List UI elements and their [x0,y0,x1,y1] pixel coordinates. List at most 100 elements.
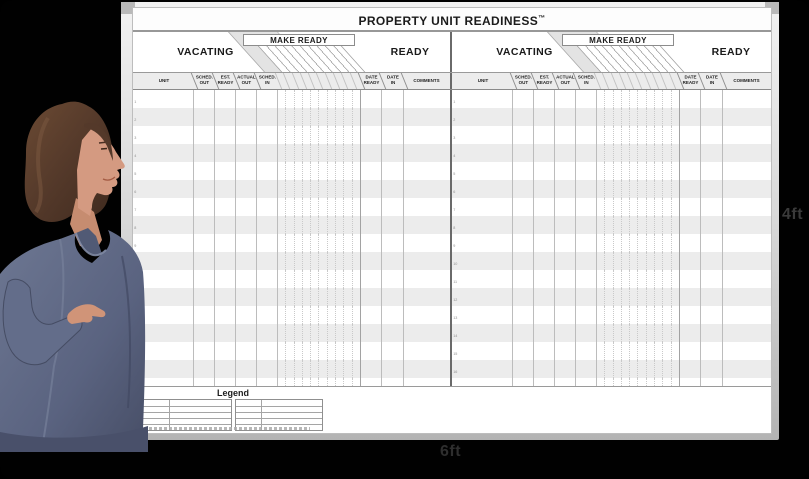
cell-make-ready-task [286,90,295,108]
cell-date-in [701,126,723,144]
colhead-label: DATE IN [387,76,400,86]
cell-est-ready [534,144,555,162]
cell-comments [723,108,771,126]
row-number: 15 [453,352,458,357]
cell-make-ready-task [311,144,320,162]
cell-sched-out [513,252,534,270]
cell-make-ready-task [311,342,320,360]
row-section: 9 [133,234,452,252]
legend-table [142,399,232,431]
cell-make-ready-task [328,306,337,324]
cell-make-ready-task [663,198,672,216]
cell-make-ready-task [663,360,672,378]
row-section: 15 [452,342,771,360]
cell-actual-out [236,234,257,252]
column-header-row: UNIT SCHED. OUT EST. READY ACTUAL OUT SCHED.… [133,72,771,90]
cell-comments [404,198,450,216]
cell-make-ready-task [328,288,337,306]
cell-make-ready-task [614,342,622,360]
cell-make-ready-task [672,342,680,360]
row-number: 3 [134,136,137,141]
row-section: 15 [133,342,452,360]
cell-make-ready-task [622,288,631,306]
header-band: VACATING MAKE READY READY VACATING MAKE … [133,32,771,72]
cell-make-ready-task [353,198,361,216]
cell-make-ready-task [663,342,672,360]
cell-make-ready-task [353,360,361,378]
cell-make-ready-task [614,270,622,288]
cell-make-ready-task [605,306,614,324]
colhead-sched-out: SCHED. OUT [194,73,215,89]
cell-make-ready-task [303,324,312,342]
trademark-symbol: ™ [538,15,546,22]
cell-date-in [701,108,723,126]
cell-make-ready-task [647,162,656,180]
cell-make-ready-task [672,324,680,342]
cell-make-ready-task [319,90,328,108]
cell-make-ready-task [295,90,303,108]
cell-make-ready-task [663,306,672,324]
row-section: 13 [452,306,771,324]
cell-make-ready-task [655,360,664,378]
cell-sched-out [194,270,215,288]
cell-actual-out [555,342,576,360]
cell-make-ready-task [295,234,303,252]
cell-make-ready-task [344,306,353,324]
cell-date-in [382,360,404,378]
cell-est-ready [215,162,236,180]
cell-make-ready-task [614,90,622,108]
cell-make-ready-task [328,90,337,108]
cell-comments [404,90,450,108]
cell-date-ready [680,198,702,216]
cell-sched-out [513,162,534,180]
cell-actual-out [236,126,257,144]
cell-make-ready-task [311,162,320,180]
cell-make-ready-task [353,270,361,288]
cell-make-ready-task [303,144,312,162]
cell-date-ready [680,180,702,198]
cell-actual-out [236,270,257,288]
whiteboard-frame: PROPERTY UNIT READINESS™ VACATING MAKE R… [121,2,779,440]
cell-make-ready-task [597,234,606,252]
cell-make-ready-task [286,288,295,306]
cell-date-ready [361,252,383,270]
cell-make-ready-task [278,108,287,126]
row-section: 7 [133,198,452,216]
cell-make-ready-task [319,198,328,216]
cell-make-ready-task [638,162,647,180]
colhead-label: UNIT [158,78,169,84]
row-number: 8 [134,226,137,231]
legend-cell [143,406,169,412]
cell-actual-out [555,306,576,324]
colhead-label: COMMENTS [413,78,441,84]
cell-est-ready [215,144,236,162]
cell-date-ready [680,234,702,252]
cell-date-ready [361,108,383,126]
row-number: 2 [134,118,137,123]
row-section: 11 [452,270,771,288]
cell-make-ready-task [647,144,656,162]
cell-make-ready-task [286,252,295,270]
cell-make-ready-task [638,144,647,162]
cell-actual-out [236,180,257,198]
cell-unit: 9 [133,234,194,252]
column-header-section: UNIT SCHED. OUT EST. READY ACTUAL OUT SCHED.… [452,73,771,89]
cell-make-ready-task [353,306,361,324]
row-section: 14 [133,324,452,342]
cell-date-ready [680,342,702,360]
cell-make-ready-task [638,234,647,252]
cell-make-ready-task [311,234,320,252]
cell-make-ready-task [655,288,664,306]
row-section: 1 [452,90,771,108]
cell-make-ready-task [655,270,664,288]
cell-sched-out [513,216,534,234]
cell-sched-in [576,108,597,126]
cell-make-ready-task [344,288,353,306]
cell-date-in [382,108,404,126]
cell-make-ready-task [672,216,680,234]
vacating-label: VACATING [177,46,234,58]
cell-make-ready-task [311,324,320,342]
cell-est-ready [215,324,236,342]
cell-make-ready-task [353,324,361,342]
